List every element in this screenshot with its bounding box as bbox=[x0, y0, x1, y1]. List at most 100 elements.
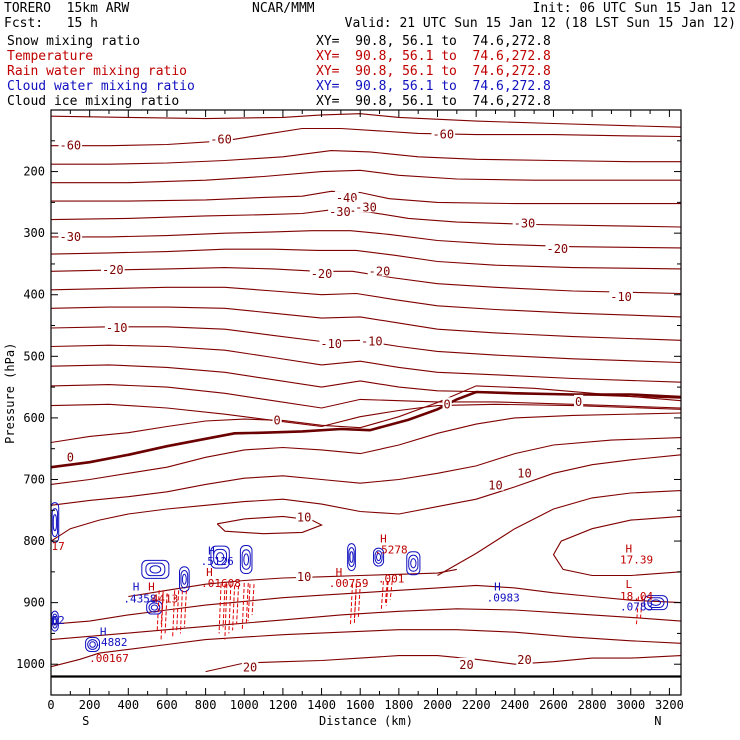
contour-label-bg bbox=[101, 263, 125, 276]
contour-label: -20 bbox=[546, 242, 568, 256]
contour-label: 0 bbox=[444, 397, 451, 411]
cloud-water-contour bbox=[51, 508, 59, 538]
contour-label-bg bbox=[431, 127, 456, 140]
extremum-label: .5278 bbox=[375, 544, 408, 557]
contour-label: 10 bbox=[297, 511, 311, 525]
cloud-water-contour bbox=[215, 552, 225, 562]
contour-label: 20 bbox=[243, 660, 257, 674]
y-tick-label: 300 bbox=[23, 226, 45, 240]
rain-water-contour bbox=[349, 584, 357, 625]
extremum-label: .0983 bbox=[487, 592, 520, 605]
extremum-label: H bbox=[208, 544, 215, 557]
cloud-water-contour bbox=[179, 566, 190, 593]
x-tick-label: 1000 bbox=[230, 698, 259, 712]
legend-cloud-ice-xy: XY= 90.8, 56.1 to 74.6,272.8 bbox=[316, 94, 551, 109]
extremum-label: 817 bbox=[45, 540, 65, 553]
cloud-water-contour bbox=[243, 553, 250, 566]
temperature-contour bbox=[51, 454, 681, 542]
y-tick-label: 200 bbox=[23, 165, 45, 179]
temperature-contour bbox=[51, 150, 681, 165]
contour-label: -10 bbox=[106, 321, 128, 335]
temperature-contour bbox=[216, 515, 323, 535]
contour-label-bg bbox=[442, 397, 452, 410]
contour-label-bg bbox=[516, 652, 533, 665]
cloud-water-contour bbox=[51, 613, 58, 629]
cloud-water-contour bbox=[52, 616, 57, 626]
cloud-water-contour bbox=[373, 547, 385, 567]
cloud-water-contour bbox=[89, 641, 96, 648]
cloud-water-contour bbox=[408, 554, 419, 572]
extremum-label: H bbox=[494, 581, 501, 594]
temperature-contour bbox=[51, 267, 681, 295]
contour-label: -60 bbox=[59, 139, 81, 153]
contour-label-bg bbox=[295, 510, 313, 523]
rain-water-contour bbox=[218, 584, 226, 634]
cloud-water-contour bbox=[87, 639, 98, 650]
cloud-water-contour bbox=[374, 550, 383, 564]
x-tick-label: 0 bbox=[47, 698, 54, 712]
cloud-water-contour bbox=[347, 543, 356, 572]
contour-label-bg bbox=[573, 394, 584, 407]
x-end-label-south: S bbox=[82, 714, 89, 728]
contour-label: 10 bbox=[517, 466, 531, 480]
extremum-label: H bbox=[206, 566, 213, 579]
temperature-contour bbox=[51, 403, 681, 428]
x-tick-label: 800 bbox=[195, 698, 217, 712]
extremum-label: 17.39 bbox=[620, 554, 653, 567]
cloud-water-contour bbox=[349, 551, 354, 563]
contour-label-bg bbox=[609, 290, 633, 303]
extremum-label: H bbox=[148, 581, 155, 594]
rain-water-contour bbox=[179, 590, 187, 634]
cloud-water-contour bbox=[406, 551, 421, 576]
temperature-contour bbox=[51, 230, 681, 249]
x-end-label-north: N bbox=[654, 714, 661, 728]
temperature-contour bbox=[51, 127, 681, 147]
init-time: Init: 06 UTC Sun 15 Jan 12 bbox=[532, 1, 737, 16]
x-tick-label: 1200 bbox=[268, 698, 297, 712]
legend-rain-label: Rain water mixing ratio bbox=[7, 64, 188, 79]
extremum-label: .5126 bbox=[201, 555, 234, 568]
contour-label: -60 bbox=[210, 133, 232, 147]
extremum-label: H bbox=[100, 626, 107, 639]
legend-temperature-xy: XY= 90.8, 56.1 to 74.6,272.8 bbox=[316, 49, 551, 64]
contour-label: -10 bbox=[361, 335, 383, 349]
legend-temperature-label: Temperature bbox=[7, 49, 94, 64]
contour-label-bg bbox=[58, 138, 83, 151]
cloud-water-contour bbox=[376, 552, 382, 562]
contour-label-bg bbox=[241, 660, 259, 673]
contour-label-bg bbox=[104, 320, 129, 333]
contour-label: 10 bbox=[297, 570, 311, 584]
cloud-water-contour bbox=[647, 597, 665, 609]
contour-label: -10 bbox=[610, 290, 632, 304]
extremum-label: H bbox=[133, 581, 140, 594]
contour-label-bg bbox=[545, 242, 570, 255]
cloud-water-contour bbox=[643, 595, 668, 611]
temperature-contour bbox=[51, 248, 681, 270]
contour-label: 0 bbox=[67, 450, 74, 464]
legend-cloud-ice-label: Cloud ice mixing ratio bbox=[7, 94, 180, 109]
rain-water-contour bbox=[160, 593, 168, 640]
contour-label: -30 bbox=[59, 230, 81, 244]
contour-label: 20 bbox=[517, 653, 531, 667]
cloud-water-contour bbox=[149, 565, 162, 574]
legend-snow-xy: XY= 90.8, 56.1 to 74.6,272.8 bbox=[316, 34, 551, 49]
extremum-label: .4882 bbox=[94, 636, 127, 649]
contour-label: 0 bbox=[273, 413, 280, 427]
extremum-label: 4413 bbox=[152, 592, 179, 605]
temperature-contour bbox=[51, 437, 681, 506]
cloud-water-contour bbox=[141, 559, 170, 579]
extremum-label: 18.04 bbox=[620, 590, 653, 603]
cloud-water-contour bbox=[150, 604, 158, 611]
x-tick-label: 3200 bbox=[655, 698, 684, 712]
temperature-contour bbox=[51, 608, 681, 641]
contour-label-bg bbox=[512, 216, 537, 229]
legend-cloud-water-xy: XY= 90.8, 56.1 to 74.6,272.8 bbox=[316, 79, 551, 94]
cloud-water-contour bbox=[52, 514, 57, 532]
x-tick-label: 2600 bbox=[539, 698, 568, 712]
contour-label-bg bbox=[58, 229, 83, 242]
temperature-contour bbox=[51, 286, 681, 318]
x-tick-label: 2400 bbox=[500, 698, 529, 712]
rain-water-contour bbox=[232, 585, 240, 631]
y-axis-title: Pressure (hPa) bbox=[3, 343, 17, 444]
